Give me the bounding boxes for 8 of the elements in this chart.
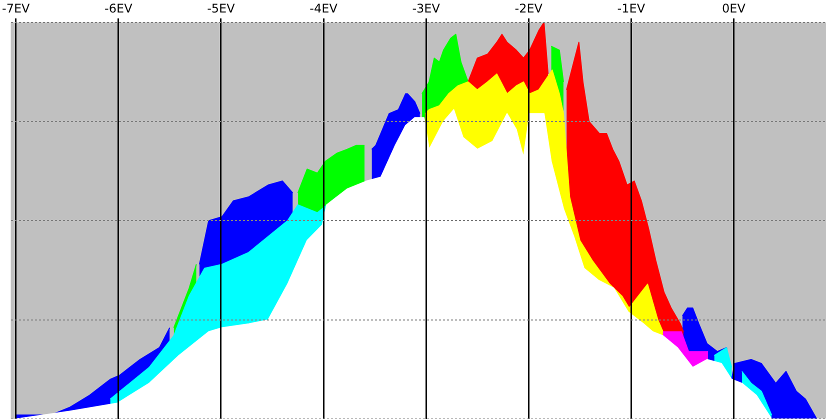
x-tick-label: -4EV <box>310 1 338 16</box>
x-tick-label: -5EV <box>207 1 236 16</box>
x-tick-label: -2EV <box>514 1 544 16</box>
x-tick-label: -7EV <box>2 1 31 16</box>
x-tick-label: -1EV <box>617 1 646 16</box>
x-tick-label: -6EV <box>104 1 134 16</box>
x-tick-label: 0EV <box>722 1 746 16</box>
x-tick-label: -3EV <box>412 1 441 16</box>
